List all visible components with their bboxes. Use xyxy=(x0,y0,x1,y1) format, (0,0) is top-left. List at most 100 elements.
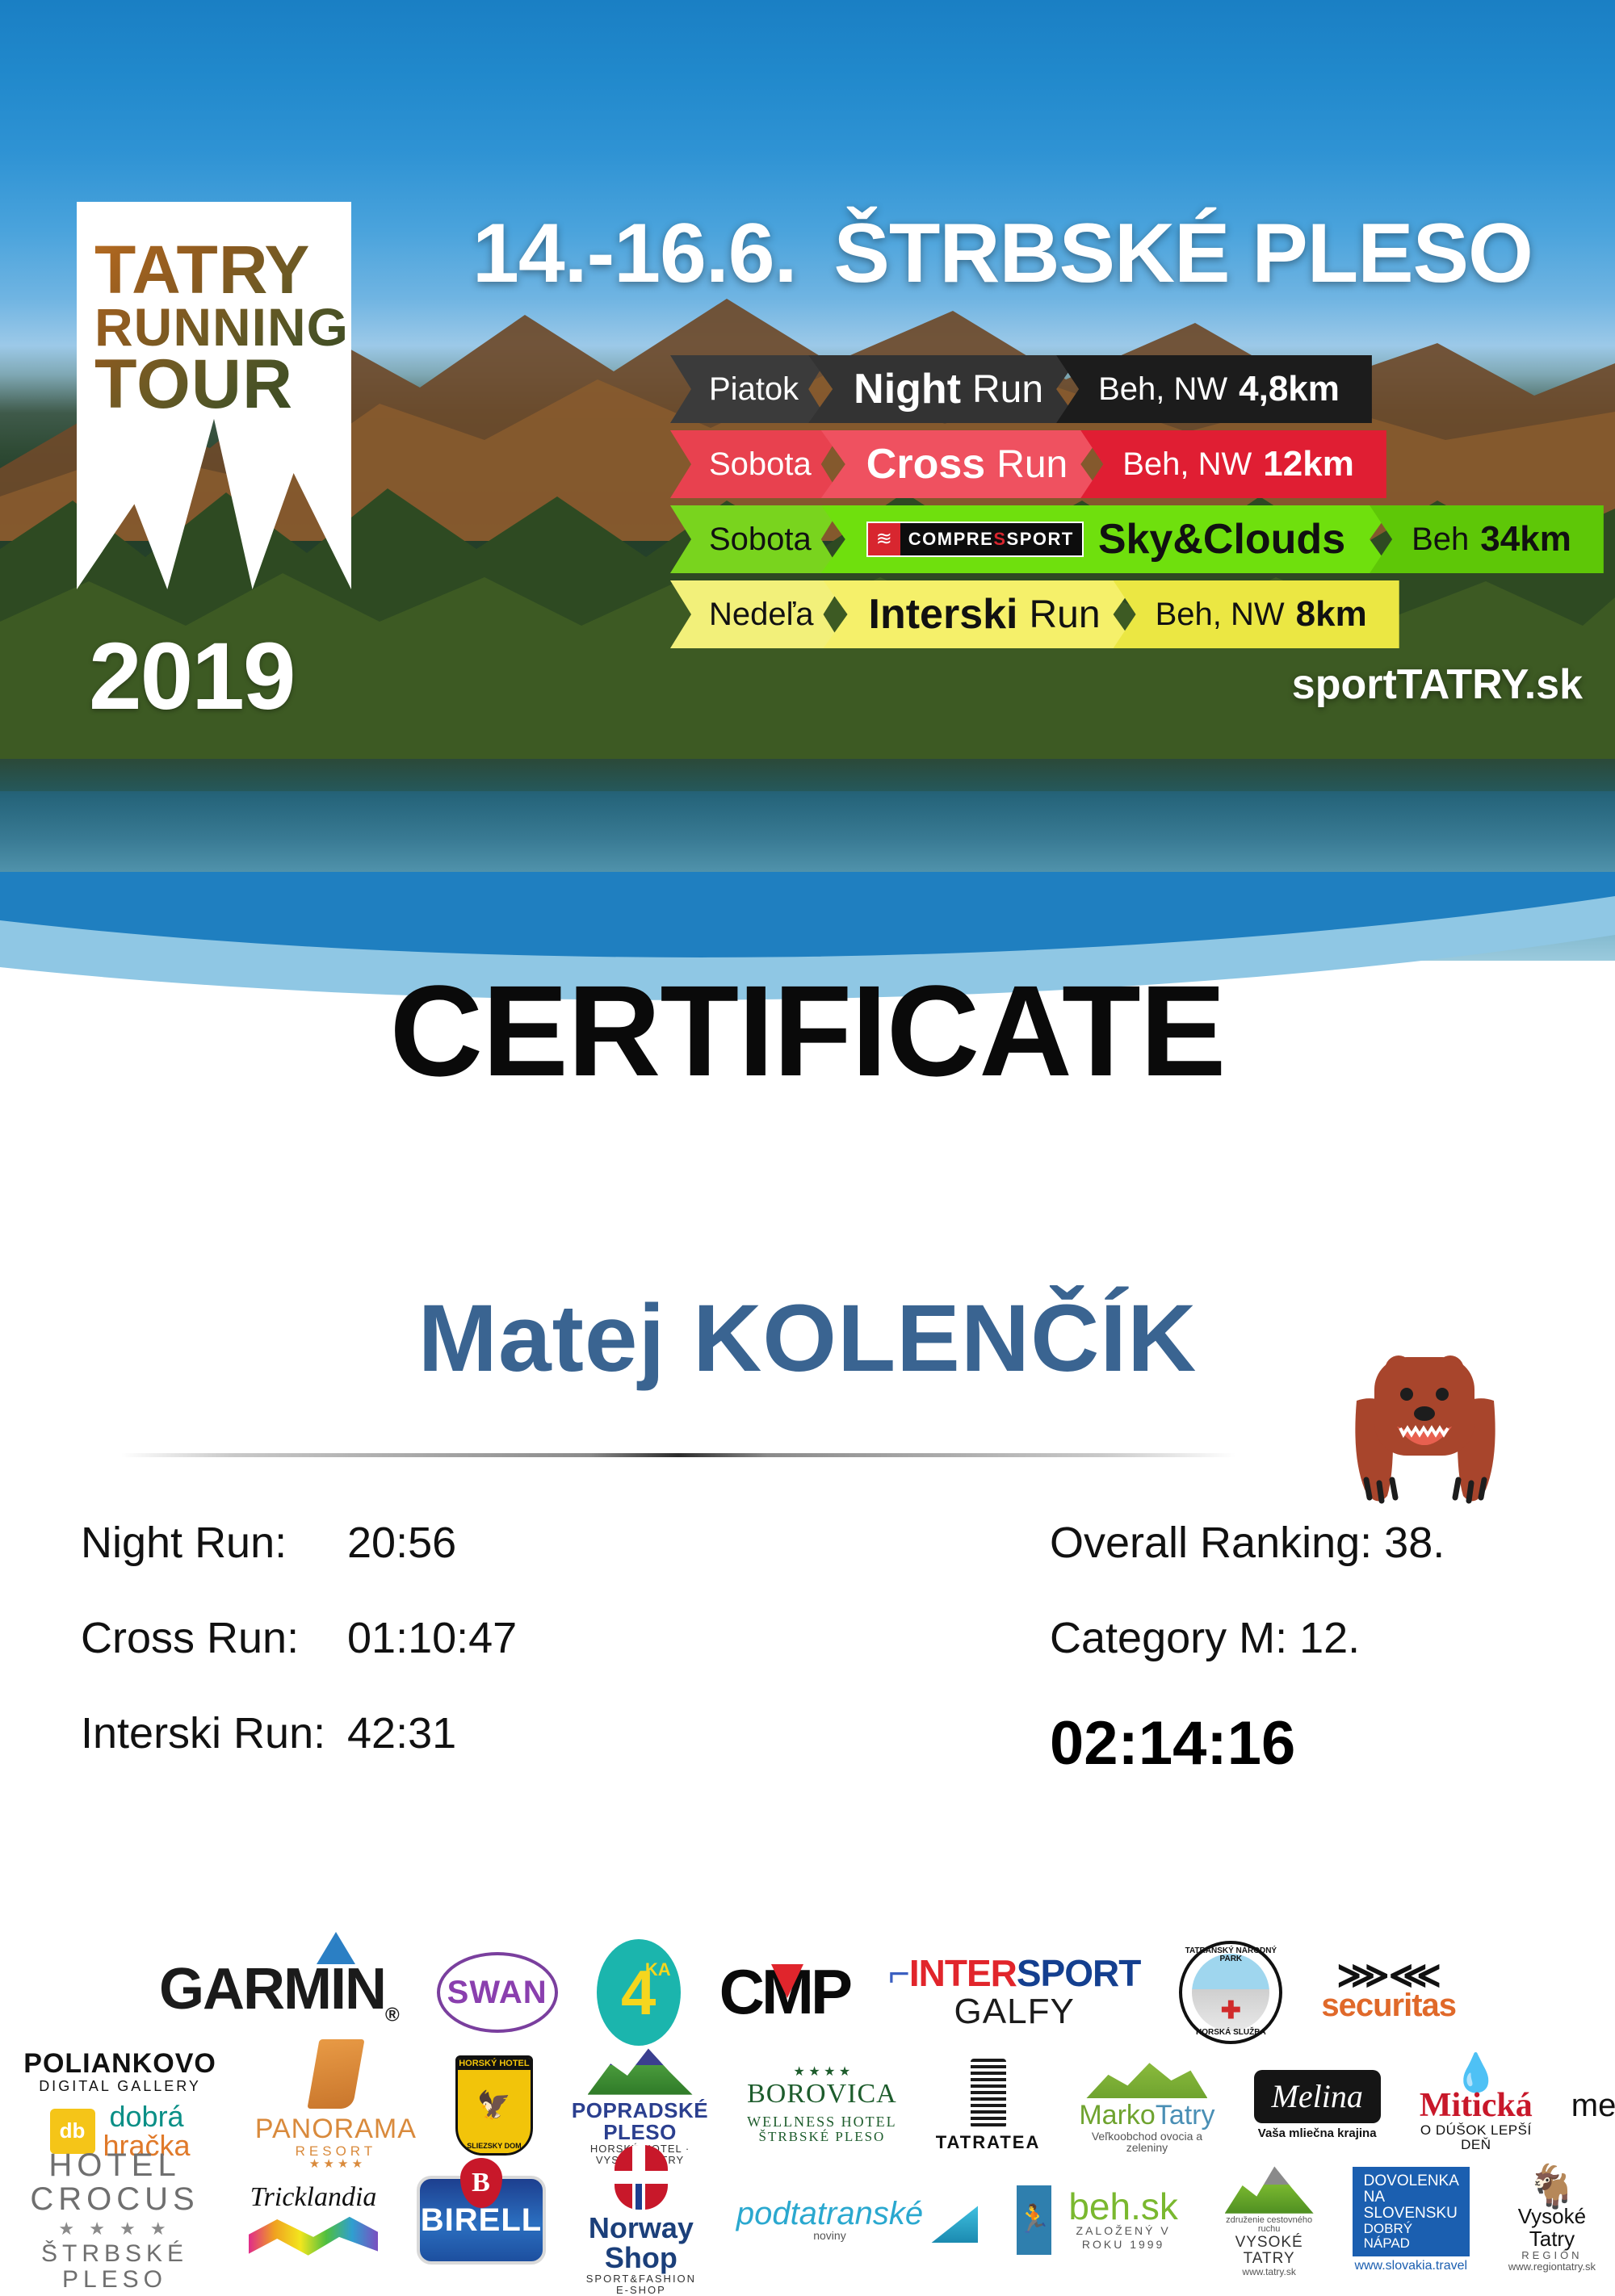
sponsor-logo-garmin: GARMIN® xyxy=(159,1931,400,2026)
tricklandia-rainbow-icon xyxy=(249,2216,379,2256)
race-row: Sobota ≋ COMPRESSPORT Sky&Clouds Beh 34k… xyxy=(670,505,1604,573)
name-underline-rule xyxy=(121,1453,1235,1457)
chamois-icon: 🐐 xyxy=(1525,2163,1579,2210)
race-name: Interski Run xyxy=(824,580,1138,648)
apple-icon: 🍎 xyxy=(1108,2051,1133,2074)
split-value: 20:56 xyxy=(347,1519,457,1567)
race-name-bold: Night xyxy=(854,366,962,413)
athlete-name: Matej KOLENČÍK xyxy=(417,1285,1198,1392)
sponsor-logo-beh-sk: 🏃 beh.sk ZALOŽENÝ V ROKU 1999 xyxy=(1017,2185,1186,2255)
race-name: Cross Run xyxy=(821,430,1105,498)
event-location: ŠTRBSKÉ PLESO xyxy=(833,207,1533,300)
tatratea-column-icon xyxy=(970,2058,1006,2128)
race-km: 4,8km xyxy=(1239,369,1340,409)
race-km: 34km xyxy=(1480,519,1571,559)
sponsor-logo-marko-tatry: 🍎 MarkoTatry Veľkoobchod ovocia a zeleni… xyxy=(1079,2051,1215,2155)
race-name: Night Run xyxy=(808,355,1080,423)
behsk-runner-icon: 🏃 xyxy=(1017,2185,1051,2255)
sponsor-logo-birell: B BIRELL xyxy=(417,2158,547,2265)
hero-banner: TATRY RUNNING TOUR 2019 14.-16.6. ŠTRBSKÉ… xyxy=(0,0,1615,961)
race-name-bold: Sky&Clouds xyxy=(1097,516,1346,563)
sponsor-logo-poliankovo: POLIANKOVO DIGITAL GALLERY db dobrá hračk… xyxy=(23,2048,216,2162)
red-cross-icon: ✚ xyxy=(1220,1996,1241,2024)
sponsor-logo-miticka: 💧 Mitická O DÚŠOK LEPŠÍ DEŇ xyxy=(1419,2051,1533,2152)
norway-flag-icon xyxy=(614,2144,668,2210)
sponsor-logo-borovica: ★ ★ ★ ★ BOROVICA WELLNESS HOTEL ŠTRBSKÉ … xyxy=(747,2064,897,2145)
sponsor-logo-popradske-pleso: POPRADSKÉ PLESO HORSKÝ HOTEL · VYSOKÉ TA… xyxy=(572,2045,708,2166)
split-row: Night Run: 20:56 xyxy=(81,1518,808,1613)
sponsor-logo-dobra-hracka: db dobrá hračka xyxy=(49,2101,191,2160)
race-row: Piatok Night Run Beh, NW 4,8km xyxy=(670,355,1599,423)
race-row: Nedeľa Interski Run Beh, NW 8km xyxy=(670,580,1599,648)
compressport-text: COMPRESSPORT xyxy=(908,529,1074,549)
splits-column: Night Run: 20:56 Cross Run: 01:10:47 Int… xyxy=(81,1518,808,1804)
swan-ellipse-icon xyxy=(436,1951,558,2033)
sliezsky-crest-icon: 🦅 xyxy=(476,2090,512,2122)
event-logo-wordmark: TATRY RUNNING TOUR xyxy=(77,202,351,589)
sponsor-logo-hotel-crocus: HOTEL CROCUS ★ ★ ★ ★ ŠTRBSKÉ PLESO xyxy=(30,2147,199,2293)
split-label: Interski Run: xyxy=(81,1709,326,1758)
ranking-column: Overall Ranking: 38. Category M: 12. 02:… xyxy=(1050,1518,1615,1804)
event-year: 2019 xyxy=(89,623,296,730)
total-time: 02:14:16 xyxy=(1050,1709,1296,1778)
cmp-triangle-icon xyxy=(771,1963,804,1998)
sponsor-logo-vysoke-tatry-tourism: združenie cestovného ruchu VYSOKÉ TATRY … xyxy=(1224,2164,1314,2277)
markotatry-mountain-icon: 🍎 xyxy=(1086,2051,1208,2098)
overall-ranking: Overall Ranking: 38. xyxy=(1050,1519,1445,1567)
sponsor-logo-tricklandia: Tricklandia xyxy=(249,2183,379,2257)
split-value: 01:10:47 xyxy=(347,1614,518,1662)
sponsor-logo-securitas: ⋙⋘ securitas xyxy=(1321,1954,1457,2023)
split-label: Cross Run: xyxy=(81,1614,300,1662)
sponsor-logo-melna: Melina Vaša mliečna krajina xyxy=(1253,2070,1381,2140)
blue-swoosh-divider xyxy=(0,872,1615,1041)
sponsor-logo-podtatranske-noviny: podtatranské noviny xyxy=(736,2198,979,2244)
intersport-swoosh-icon: ⌐ xyxy=(888,1952,910,1995)
race-schedule-list: Piatok Night Run Beh, NW 4,8km Sobota Cr… xyxy=(670,355,1604,656)
sponsor-logo-norway-shop: Norway Shop SPORT&FASHION E-SHOP xyxy=(585,2144,698,2296)
sponsor-section: GARMIN® SWAN 4 KA CMP ⌐INTERSPORT GALFY T… xyxy=(0,1931,1615,2295)
event-website: sportTATRY.sk xyxy=(1291,661,1583,708)
bear-mascot-icon xyxy=(1340,1336,1510,1506)
sponsor-logo-4ka: 4 KA xyxy=(596,1938,681,2046)
race-name-bold: Interski xyxy=(868,591,1018,638)
podtatranske-fan-icon xyxy=(931,2206,979,2244)
race-name: ≋ COMPRESSPORT Sky&Clouds xyxy=(821,505,1394,573)
split-row: Interski Run: 42:31 xyxy=(81,1708,808,1804)
sponsor-logo-tanap-horska-sluzba: TATRANSKÝ NÁRODNÝ PARK ✚ HORSKÁ SLUŽBA xyxy=(1179,1940,1283,2044)
sponsor-logo-intersport-galfy: ⌐INTERSPORT GALFY xyxy=(888,1952,1141,2031)
sponsor-logo-cmp: CMP xyxy=(719,1955,853,2027)
race-type: Beh, NW xyxy=(1122,446,1252,482)
logo-line-2: RUNNING xyxy=(94,296,349,357)
race-distance: Beh 34km xyxy=(1370,505,1604,573)
event-date-location: 14.-16.6. ŠTRBSKÉ PLESO xyxy=(472,206,1533,302)
race-distance: Beh, NW 8km xyxy=(1113,580,1399,648)
split-label: Night Run: xyxy=(81,1519,287,1567)
race-name-rest: Run xyxy=(996,442,1068,486)
race-day: Sobota xyxy=(670,505,842,573)
sponsor-row-1: GARMIN® SWAN 4 KA CMP ⌐INTERSPORT GALFY T… xyxy=(0,1931,1615,2051)
race-type: Beh, NW xyxy=(1155,596,1285,632)
race-type: Beh xyxy=(1412,521,1470,557)
category-ranking: Category M: 12. xyxy=(1050,1614,1361,1662)
race-km: 12km xyxy=(1263,444,1354,484)
sponsor-logo-meteo-sk: metec°sk xyxy=(1571,2087,1615,2123)
split-value: 42:31 xyxy=(347,1709,457,1758)
sponsor-logo-slovakia-travel: DOVOLENKA NA SLOVENSKU DOBRÝ NÁPAD www.s… xyxy=(1352,2166,1470,2273)
compressport-logo: ≋ COMPRESSPORT xyxy=(866,522,1084,557)
logo-line-3: TOUR xyxy=(94,345,294,423)
sponsor-row-2: 🌿 POLIANKOVO DIGITAL GALLERY db dobráhra… xyxy=(0,2038,1615,2171)
race-distance: Beh, NW 4,8km xyxy=(1056,355,1372,423)
sponsor-logo-swan: SWAN xyxy=(436,1951,558,2033)
race-day: Nedeľa xyxy=(670,580,845,648)
race-row: Sobota Cross Run Beh, NW 12km xyxy=(670,430,1599,498)
race-day: Sobota xyxy=(670,430,842,498)
vysoke-tatry-mountain-icon xyxy=(1224,2166,1314,2214)
sponsor-row-3: HOTEL CROCUS ★ ★ ★ ★ ŠTRBSKÉ PLESO Trick… xyxy=(0,2144,1615,2295)
securitas-bird-icon: ⋙⋘ xyxy=(1336,1954,1441,1996)
sponsor-logo-panorama-resort: PANORAMA RESORT ★ ★ ★ ★ xyxy=(255,2038,417,2171)
water-splash-icon: 💧 xyxy=(1453,2051,1500,2094)
panorama-building-icon xyxy=(307,2038,365,2109)
compressport-mark-icon: ≋ xyxy=(868,523,900,555)
race-type: Beh, NW xyxy=(1098,371,1228,407)
race-name-rest: Run xyxy=(1029,593,1101,636)
